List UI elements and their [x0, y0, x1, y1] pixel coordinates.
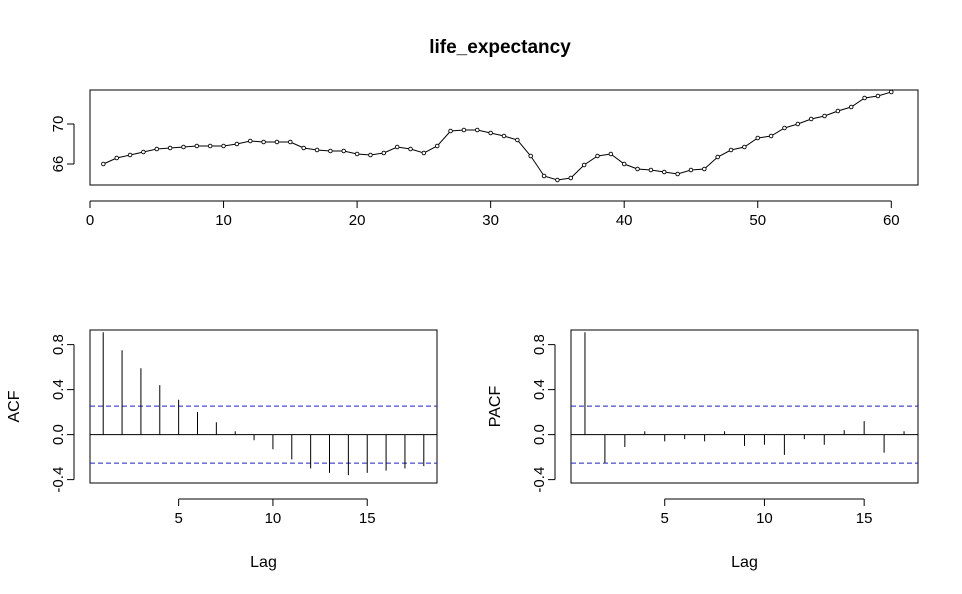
y-tick-label: -0.4 — [531, 467, 548, 493]
y-tick-label: -0.4 — [50, 467, 67, 493]
data-point — [889, 89, 894, 95]
data-point — [742, 144, 747, 150]
data-point — [234, 141, 240, 147]
data-point — [728, 147, 734, 153]
data-point — [381, 150, 387, 156]
x-tick-label: 5 — [661, 510, 669, 527]
data-point — [621, 161, 627, 167]
data-point — [568, 175, 574, 181]
data-point — [782, 125, 787, 131]
life-expectancy-panel: 0 10 20 30 40 50 60 66 70 — [50, 89, 919, 229]
data-point — [408, 146, 413, 152]
data-point — [488, 130, 493, 136]
pacf-panel: 5 10 15 -0.4 0.0 0.4 0.8 Lag PACF — [487, 329, 919, 571]
data-point — [808, 116, 814, 122]
data-point — [595, 153, 600, 159]
data-point — [768, 133, 774, 139]
y-tick-label: 0.8 — [531, 334, 548, 355]
data-point — [702, 166, 707, 172]
data-point — [822, 113, 827, 119]
data-point — [154, 146, 160, 152]
data-point — [541, 173, 547, 179]
data-point — [608, 151, 614, 157]
data-point — [528, 153, 533, 159]
data-point — [274, 139, 280, 145]
data-point — [181, 144, 186, 150]
data-point — [434, 143, 440, 149]
data-point — [207, 143, 213, 149]
data-point — [288, 139, 293, 145]
x-tick-label: 15 — [856, 510, 873, 527]
x-tick-label: 15 — [359, 510, 376, 527]
data-point — [167, 145, 173, 151]
data-point — [675, 171, 680, 177]
data-point — [448, 128, 453, 134]
x-tick-label: 10 — [265, 510, 282, 527]
x-tick-label: 10 — [756, 510, 773, 527]
data-point — [862, 95, 867, 101]
data-point — [368, 152, 373, 158]
data-point — [354, 151, 360, 157]
data-point — [421, 150, 427, 156]
data-point — [394, 144, 400, 150]
data-point — [848, 104, 854, 110]
x-tick-label: 60 — [883, 212, 900, 229]
data-point — [194, 143, 200, 149]
y-tick-label: 0.0 — [531, 424, 548, 445]
x-tick-label: 5 — [174, 510, 182, 527]
data-point — [835, 108, 841, 114]
data-point — [688, 167, 694, 173]
y-axis-title: ACF — [6, 390, 23, 422]
y-axis-title: PACF — [487, 386, 504, 428]
data-point — [301, 145, 306, 151]
data-point — [114, 155, 119, 161]
data-point — [221, 143, 226, 149]
data-point — [101, 161, 106, 167]
data-point — [248, 138, 253, 144]
data-point — [501, 133, 507, 139]
x-tick-label: 0 — [86, 212, 94, 229]
chart-title: life_expectancy — [429, 37, 571, 58]
data-point — [635, 166, 640, 172]
data-point — [515, 137, 520, 143]
data-point — [141, 149, 146, 155]
y-tick-label: 0.4 — [50, 379, 67, 400]
x-axis-title: Lag — [250, 554, 277, 571]
y-tick-label: 70 — [50, 116, 67, 133]
x-tick-label: 20 — [349, 212, 366, 229]
plot-frame — [89, 89, 919, 186]
data-point — [461, 127, 467, 133]
data-point — [328, 148, 333, 154]
data-point — [261, 139, 266, 145]
data-point — [581, 162, 587, 168]
data-point — [475, 127, 480, 133]
data-point — [755, 135, 760, 141]
data-point — [662, 169, 667, 175]
y-tick-label: 0.4 — [531, 379, 548, 400]
x-tick-label: 50 — [749, 212, 766, 229]
data-point — [341, 148, 346, 154]
data-point — [795, 121, 801, 127]
data-point — [715, 154, 720, 160]
x-tick-label: 10 — [215, 212, 232, 229]
data-point — [314, 147, 320, 153]
x-tick-label: 40 — [616, 212, 633, 229]
data-point — [555, 177, 560, 183]
x-tick-label: 30 — [482, 212, 499, 229]
data-point — [127, 152, 133, 158]
y-tick-label: 66 — [50, 156, 67, 173]
data-point — [648, 167, 654, 173]
y-tick-label: 0.0 — [50, 424, 67, 445]
y-tick-label: 0.8 — [50, 334, 67, 355]
x-axis-title: Lag — [731, 554, 758, 571]
acf-panel: 5 10 15 -0.4 0.0 0.4 0.8 Lag ACF — [6, 329, 438, 571]
data-point — [875, 93, 881, 99]
